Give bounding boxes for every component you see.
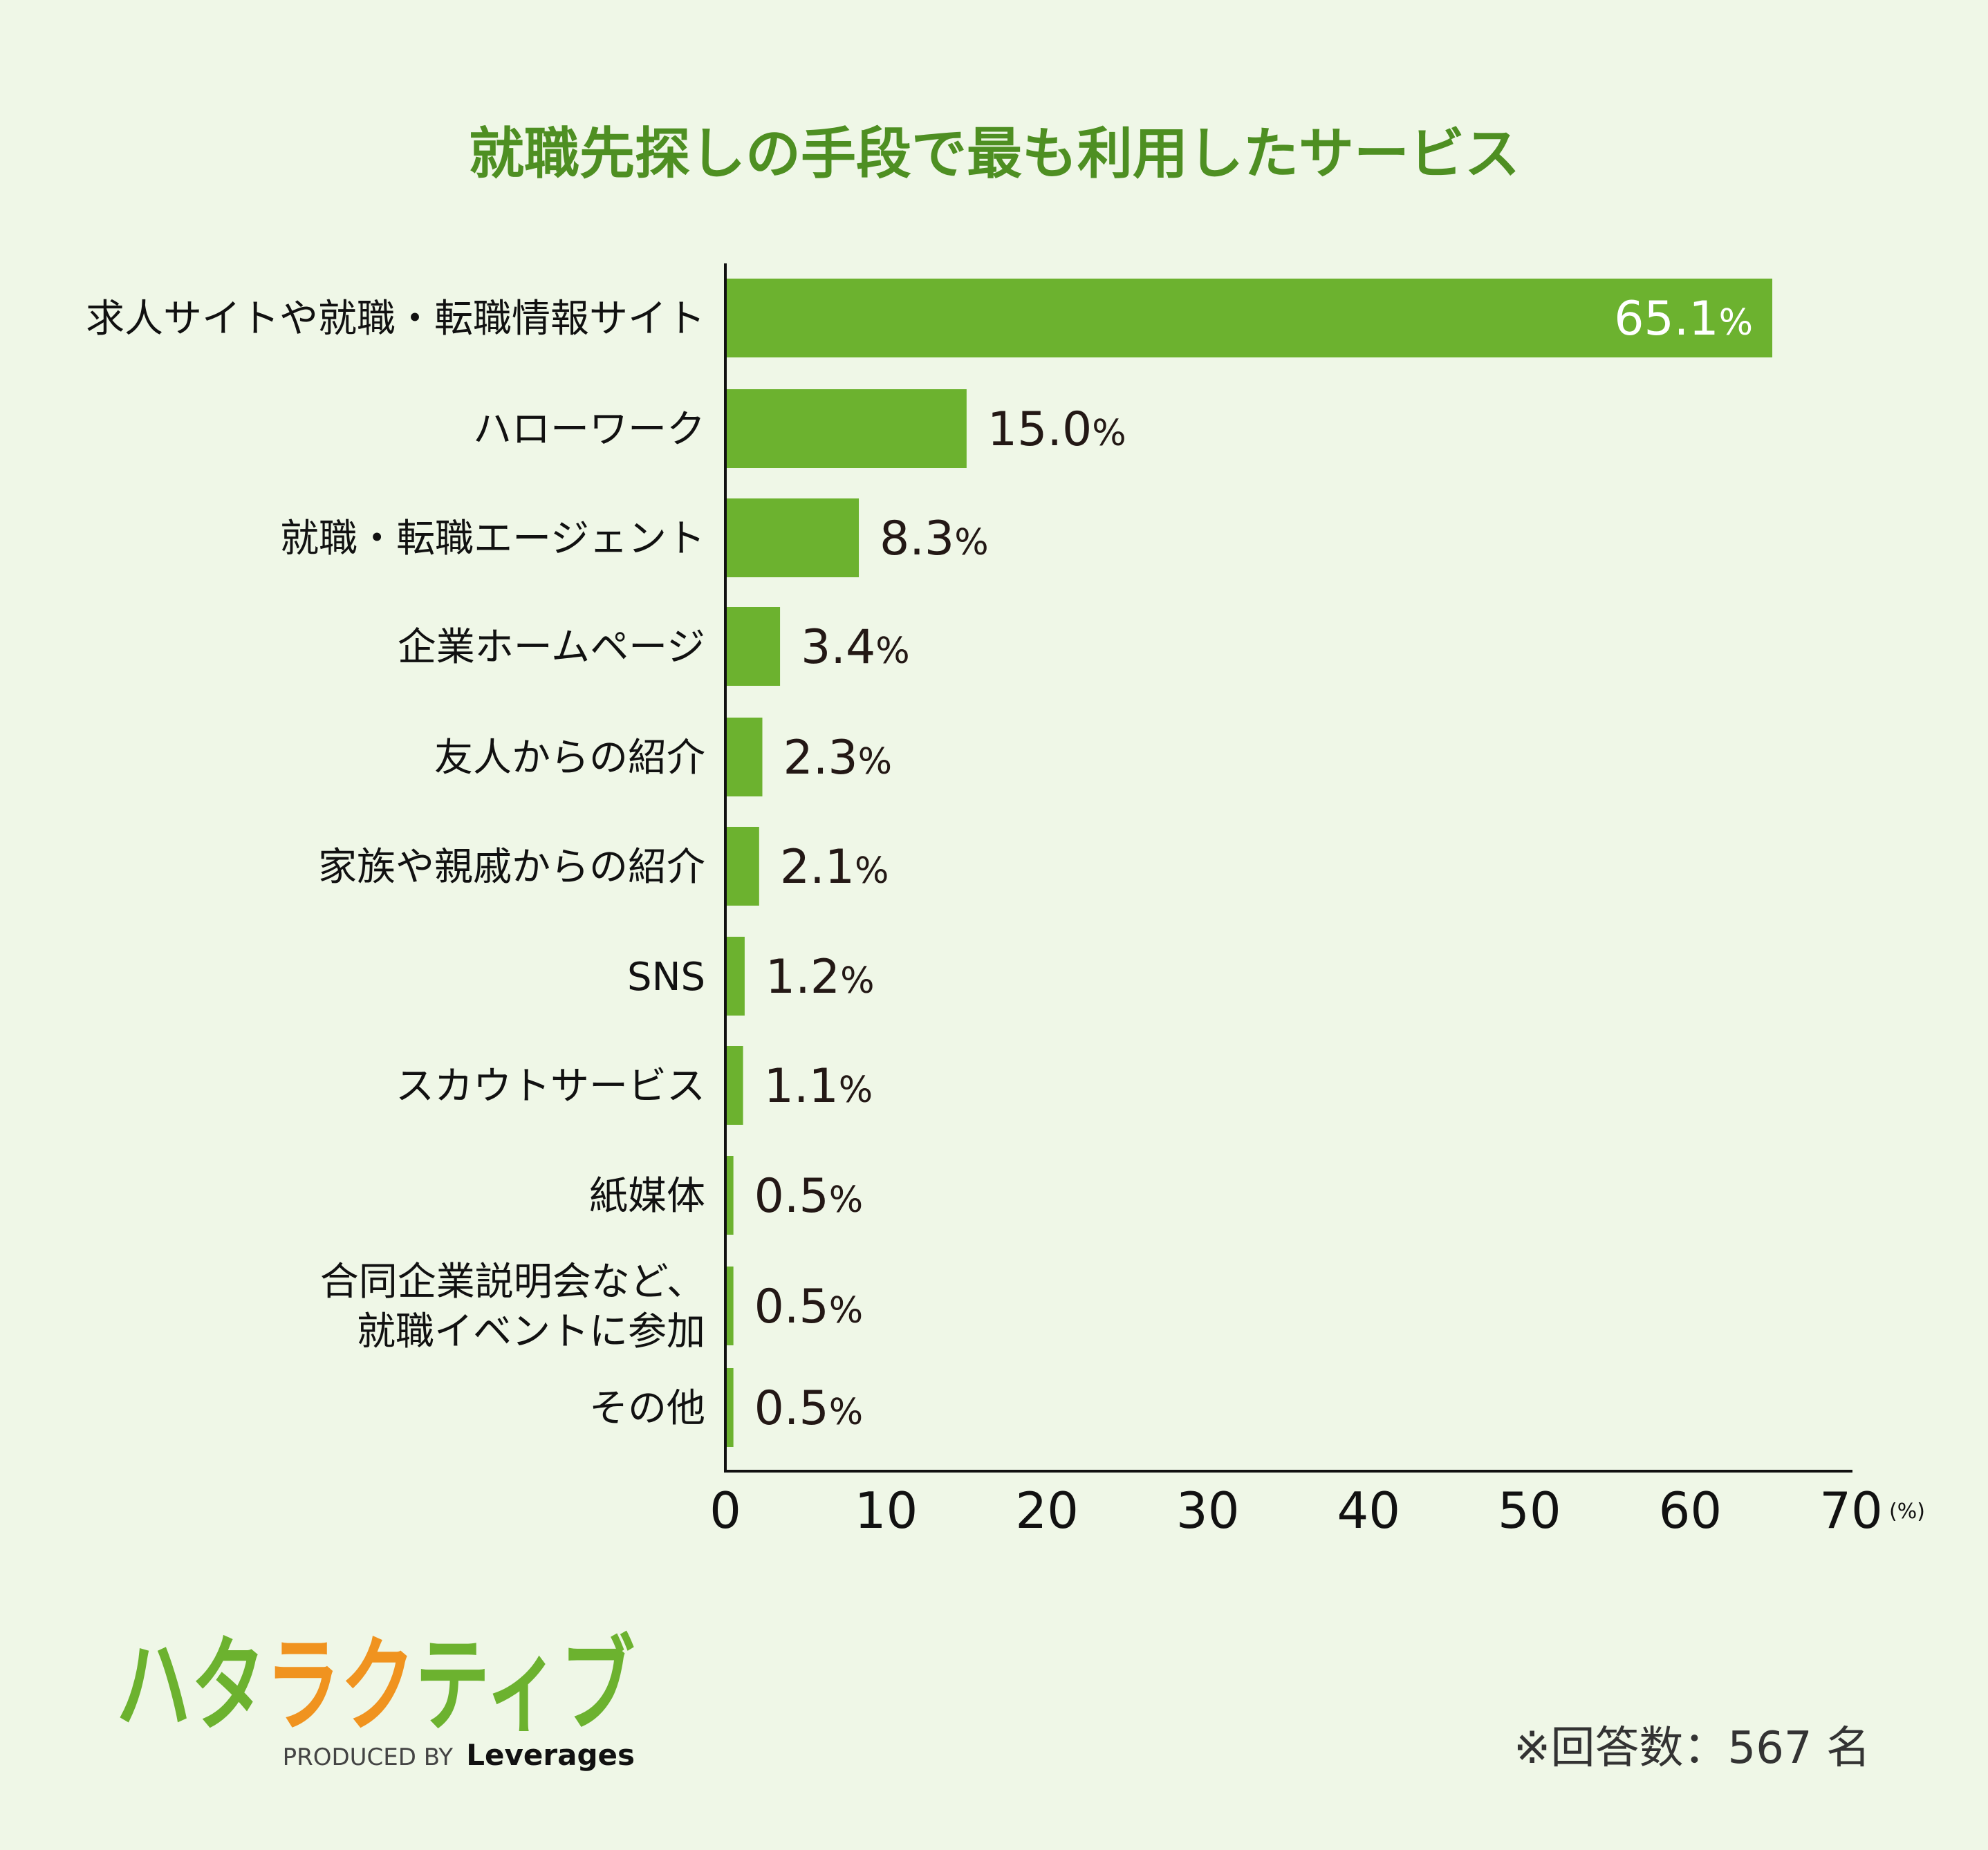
bar: [725, 937, 745, 1016]
bars-group: [725, 279, 1773, 1447]
data-label: 2.1%: [780, 840, 889, 895]
x-axis-unit: (%): [1889, 1499, 1925, 1524]
x-tick-label: 40: [1337, 1482, 1400, 1540]
bar: [725, 498, 860, 577]
category-label: その他: [589, 1386, 705, 1431]
x-tick-label: 30: [1176, 1482, 1240, 1540]
data-label: 3.4%: [801, 620, 910, 675]
bar: [725, 1046, 743, 1125]
logo-wordmark: ハタラクティブ: [116, 1626, 635, 1746]
category-label: 家族や親戚からの紹介: [318, 845, 705, 890]
data-label: 0.5%: [754, 1169, 864, 1224]
chart-title: 就職先探しの手段で最も利用したサービス: [469, 122, 1520, 186]
bar: [725, 1156, 734, 1235]
data-label: 1.2%: [765, 950, 875, 1005]
bar: [725, 1368, 734, 1447]
category-label: 求人サイトや就職・転職情報サイト: [86, 297, 705, 342]
data-label: 15.0%: [987, 402, 1126, 457]
x-tick-label: 70: [1819, 1482, 1883, 1540]
footnote-respondents: ※回答数：567 名: [1514, 1723, 1870, 1774]
category-label: 就職イベントに参加: [357, 1309, 705, 1354]
data-label: 0.5%: [754, 1280, 864, 1334]
data-label: 8.3%: [880, 512, 989, 566]
bar: [725, 279, 1773, 357]
category-label: 友人からの紹介: [434, 736, 705, 781]
bar: [725, 827, 759, 906]
x-tick-label: 60: [1659, 1482, 1722, 1540]
data-label: 0.5%: [754, 1381, 864, 1436]
bar: [725, 718, 763, 796]
category-label: スカウトサービス: [396, 1064, 705, 1109]
category-label: 企業ホームページ: [398, 625, 705, 670]
value-labels: 65.1% 15.0% 8.3% 3.4% 2.3% 2.1% 1.2% 1.1% 0.5% 0.…: [754, 292, 1753, 1436]
bar: [725, 1267, 734, 1345]
logo-produced-by: PRODUCED BY: [283, 1744, 454, 1771]
bar: [725, 607, 781, 686]
data-label: 1.1%: [764, 1059, 873, 1114]
data-label: 65.1%: [1614, 292, 1753, 346]
x-tick-label: 20: [1015, 1482, 1079, 1540]
category-label: 紙媒体: [589, 1174, 705, 1219]
logo: ハタラクティブ PRODUCED BY Leverages: [116, 1626, 635, 1772]
category-label: 合同企業説明会など、: [320, 1260, 705, 1305]
data-label: 2.3%: [783, 731, 892, 785]
x-tick-label: 50: [1498, 1482, 1561, 1540]
x-tick-label: 10: [855, 1482, 918, 1540]
category-label: ハローワーク: [473, 407, 705, 452]
bar: [725, 389, 967, 468]
category-label: 就職・転職エージェント: [280, 516, 705, 561]
logo-company: Leverages: [466, 1738, 635, 1772]
x-tick-labels: 0 10 20 30 40 50 60 70: [709, 1482, 1883, 1540]
category-labels: 求人サイトや就職・転職情報サイトハローワーク就職・転職エージェント企業ホームペー…: [86, 297, 705, 1431]
category-label: SNS: [627, 955, 705, 1000]
x-tick-label: 0: [709, 1482, 741, 1540]
